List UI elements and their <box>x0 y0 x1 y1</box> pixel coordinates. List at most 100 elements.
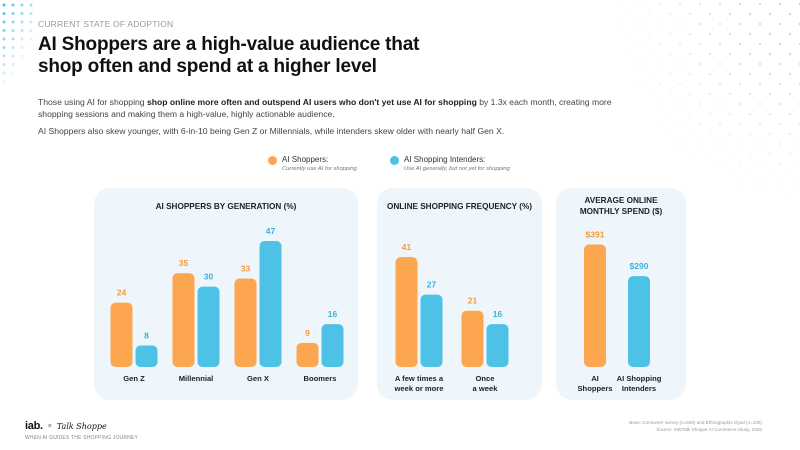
decor-dot <box>2 3 6 7</box>
category-label-ai-shoppers: Shoppers <box>577 384 612 393</box>
decor-dot <box>628 12 632 16</box>
decor-dot <box>29 20 33 24</box>
data-label-boomers-ai-shoppers: 9 <box>305 328 310 338</box>
data-label-once-a-week-ai-shoppers: 21 <box>468 296 478 306</box>
decor-dot <box>748 32 752 36</box>
decor-dot <box>668 72 672 76</box>
decor-dot <box>688 52 692 56</box>
decor-dot <box>728 92 732 96</box>
decor-dot <box>788 172 792 176</box>
legend-subtitle-ai-intenders: Use AI generally, but not yet for shoppi… <box>404 166 510 172</box>
category-label-gen-z: Gen Z <box>123 374 145 383</box>
decor-dot <box>20 29 24 32</box>
decor-dot <box>728 12 732 16</box>
decor-dot <box>758 22 762 26</box>
decor-dot <box>768 52 772 56</box>
brand-separator: × <box>47 422 52 430</box>
decor-dot <box>778 122 782 126</box>
decor-dot <box>718 42 722 46</box>
decor-dot <box>29 29 33 32</box>
talk-shoppe-logo: Talk Shoppe <box>56 421 107 431</box>
legend-ai-shoppers: AI Shoppers: Currently use AI for shoppi… <box>268 155 357 174</box>
decor-dot <box>768 92 772 96</box>
decor-dot <box>788 32 792 36</box>
decor-dot <box>678 142 682 146</box>
source-citation: Source: IAB/Talk Shoppe AI Commerce Stud… <box>656 427 762 432</box>
bar-gen-x-ai-shoppers <box>234 278 257 367</box>
decor-dot <box>658 122 662 126</box>
decor-dot <box>688 12 692 16</box>
bar-boomers-ai-shoppers <box>296 342 319 367</box>
decor-dot <box>778 182 782 186</box>
page-headline: AI Shoppers are a high-value audience th… <box>38 34 458 78</box>
decor-dot <box>698 62 702 66</box>
decor-dot <box>758 162 762 166</box>
decor-dot <box>708 52 712 56</box>
decor-dot <box>678 82 682 86</box>
decor-dot <box>668 112 672 116</box>
decor-dot <box>748 72 752 76</box>
decor-dot <box>768 72 772 76</box>
decor-dot <box>728 172 732 176</box>
decor-dot <box>678 2 682 6</box>
decor-dot <box>638 82 642 86</box>
data-label-boomers-ai-shopping-intenders: 16 <box>328 309 338 319</box>
decor-dot <box>718 162 722 166</box>
decor-dot <box>748 132 752 136</box>
data-label-gen-x-ai-shoppers: 33 <box>241 264 251 274</box>
decor-dot <box>768 132 772 136</box>
decor-dot <box>628 52 632 56</box>
category-label-ai-shoppers: AI <box>591 374 599 383</box>
source-base: Base: Consumer survey (n=600) and Ethnog… <box>629 420 762 425</box>
decor-dot <box>738 142 742 146</box>
category-label-ai-shopping-intenders: Intenders <box>622 384 656 393</box>
data-label-gen-x-ai-shopping-intenders: 47 <box>266 226 276 236</box>
decor-dot <box>768 112 772 116</box>
chart-title-generation: AI SHOPPERS BY GENERATION (%) <box>155 202 297 211</box>
decor-dot <box>708 12 712 16</box>
decor-dot <box>748 112 752 116</box>
decor-dot <box>738 82 742 86</box>
bar-gen-x-ai-shopping-intenders <box>259 241 282 367</box>
decor-dot <box>668 52 672 56</box>
decor-dot <box>758 42 762 46</box>
legend-subtitle-ai-shoppers: Currently use AI for shopping <box>282 166 357 172</box>
decor-dot <box>778 2 782 6</box>
decor-dot <box>718 142 722 146</box>
data-label-ai-shoppers-values: $391 <box>586 229 605 239</box>
panel-spend: AVERAGE ONLINE MONTHLY SPEND ($) $391 AI S… <box>556 188 686 400</box>
decor-dot <box>688 152 692 156</box>
decor-dot <box>658 82 662 86</box>
decor-dot <box>638 2 642 6</box>
decor-dot <box>2 12 6 15</box>
bar-gen-z-ai-shopping-intenders <box>135 345 158 367</box>
decor-dot <box>678 22 682 26</box>
decor-dot <box>11 63 15 66</box>
decor-dot <box>758 62 762 66</box>
decor-dot <box>718 22 722 26</box>
decor-dot <box>2 80 6 83</box>
decorative-dots-left <box>2 3 33 83</box>
data-label-gen-z-ai-shoppers: 24 <box>117 288 127 298</box>
decor-dot <box>2 46 6 49</box>
headline-line-1: AI Shoppers are a high-value audience th… <box>38 34 420 55</box>
decor-dot <box>11 71 15 75</box>
decor-dot <box>668 32 672 36</box>
data-label-a-few-times-a-week-or-more-ai-shopping-intenders: 27 <box>427 280 437 290</box>
bar-once-a-week-ai-shopping-intenders <box>486 324 509 367</box>
decor-dot <box>20 46 24 49</box>
decor-dot <box>20 54 24 58</box>
decor-dot <box>688 112 692 116</box>
decor-dot <box>29 3 33 7</box>
decor-dot <box>788 192 792 196</box>
decor-dot <box>698 102 702 106</box>
body-text: Those using AI for shopping shop online … <box>38 97 613 138</box>
panel-frequency: ONLINE SHOPPING FREQUENCY (%) 41 27 A few … <box>377 188 542 400</box>
decor-dot <box>778 102 782 106</box>
legend-title-ai-shoppers: AI Shoppers: <box>282 155 329 164</box>
body-p1-bold: shop online more often and outspend AI u… <box>146 97 477 107</box>
decor-dot <box>738 62 742 66</box>
decor-dot <box>748 52 752 56</box>
decor-dot <box>20 37 24 41</box>
